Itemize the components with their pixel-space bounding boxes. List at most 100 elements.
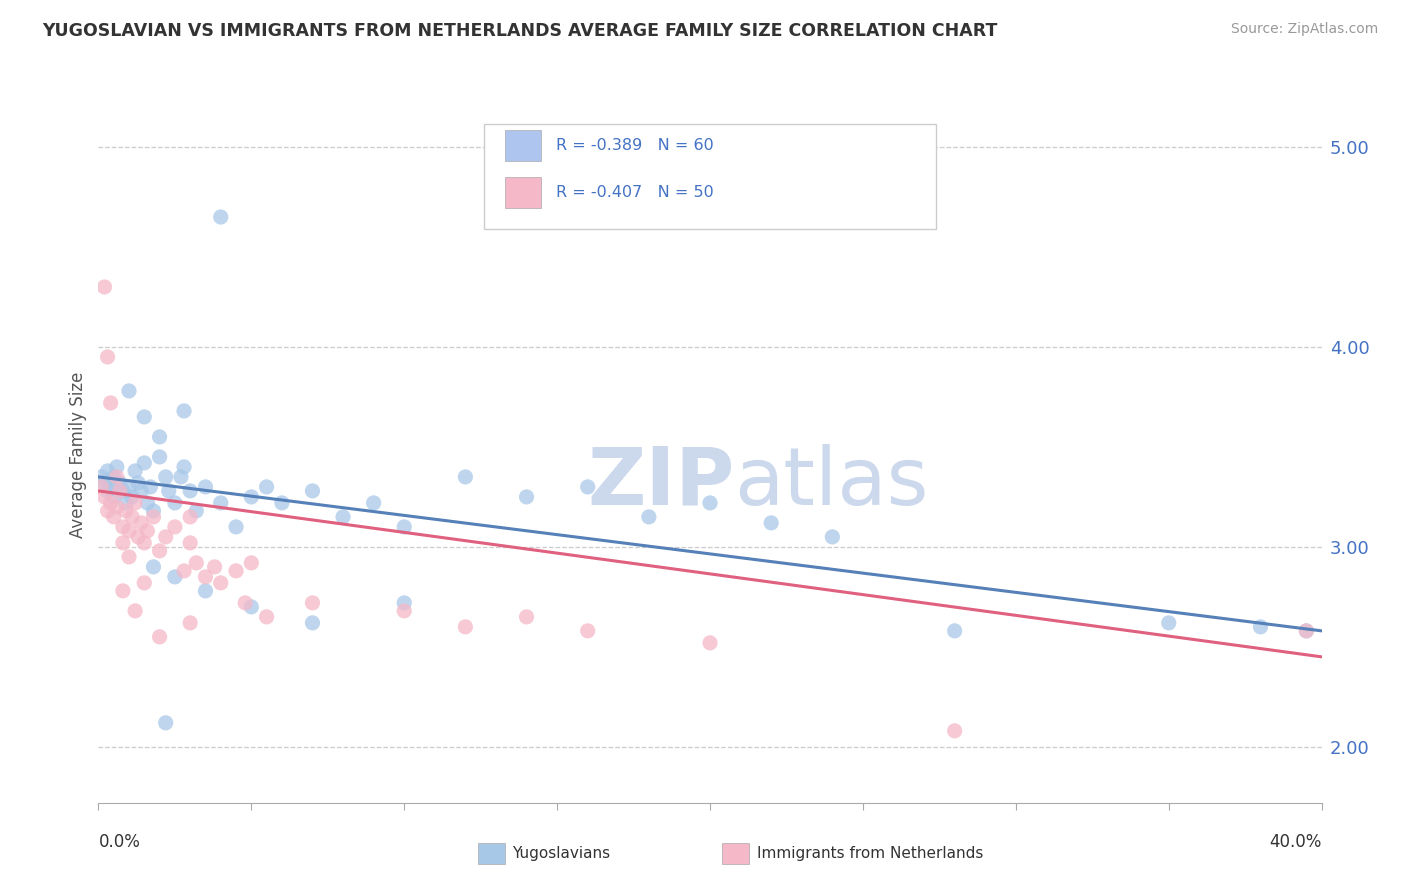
Point [157, 483, 180, 498]
Point [105, 470, 128, 484]
Point [225, 520, 247, 534]
Point [179, 615, 201, 630]
Point [136, 496, 159, 510]
Point [124, 496, 146, 510]
Point [225, 564, 247, 578]
Point [100, 396, 122, 410]
Point [118, 524, 141, 538]
Text: YUGOSLAVIAN VS IMMIGRANTS FROM NETHERLANDS AVERAGE FAMILY SIZE CORRELATION CHART: YUGOSLAVIAN VS IMMIGRANTS FROM NETHERLAN… [42, 22, 997, 40]
Text: 40.0%: 40.0% [1270, 833, 1322, 851]
Text: ZIP: ZIP [588, 443, 734, 522]
Text: R = -0.407   N = 50: R = -0.407 N = 50 [555, 186, 714, 200]
Point [103, 470, 125, 484]
Point [454, 470, 477, 484]
Point [1157, 615, 1180, 630]
Point [576, 624, 599, 638]
Point [186, 504, 208, 518]
Point [136, 524, 159, 538]
Point [121, 490, 143, 504]
Point [100, 480, 122, 494]
Point [240, 599, 263, 614]
Point [209, 575, 232, 590]
Point [108, 475, 131, 490]
Point [163, 496, 186, 510]
Point [97, 350, 120, 364]
Point [1295, 624, 1317, 638]
Point [194, 480, 217, 494]
Point [179, 536, 201, 550]
Text: Source: ZipAtlas.com: Source: ZipAtlas.com [1230, 22, 1378, 37]
Text: Immigrants from Netherlands: Immigrants from Netherlands [756, 847, 983, 861]
Point [103, 509, 125, 524]
Text: Yugoslavians: Yugoslavians [512, 847, 610, 861]
Point [699, 496, 721, 510]
Point [149, 544, 172, 558]
Point [139, 480, 162, 494]
Y-axis label: Average Family Size: Average Family Size [69, 372, 87, 538]
Point [115, 496, 138, 510]
Point [332, 509, 354, 524]
Point [121, 509, 143, 524]
Point [179, 483, 201, 498]
Point [194, 570, 217, 584]
Point [301, 483, 323, 498]
Point [108, 483, 131, 498]
Point [637, 509, 661, 524]
Point [576, 480, 599, 494]
Point [173, 404, 195, 418]
Point [194, 583, 217, 598]
Point [97, 504, 120, 518]
Point [233, 596, 256, 610]
Point [943, 723, 966, 738]
Point [209, 496, 232, 510]
Point [270, 496, 292, 510]
Text: atlas: atlas [734, 443, 929, 522]
Point [127, 475, 149, 490]
Point [163, 570, 186, 584]
Bar [505, 129, 541, 161]
Point [209, 210, 232, 224]
Point [163, 520, 186, 534]
Point [186, 556, 208, 570]
Point [103, 490, 125, 504]
Point [170, 470, 193, 484]
Point [90, 480, 112, 494]
Point [124, 464, 146, 478]
Point [134, 536, 156, 550]
Point [149, 630, 172, 644]
Point [100, 496, 122, 510]
Point [142, 504, 165, 518]
Point [118, 480, 141, 494]
Point [129, 516, 152, 530]
Point [179, 509, 201, 524]
Point [363, 496, 385, 510]
Point [204, 560, 226, 574]
Point [392, 520, 416, 534]
Point [155, 470, 177, 484]
Point [699, 636, 721, 650]
Point [129, 483, 152, 498]
Point [240, 490, 263, 504]
Point [111, 483, 134, 498]
Point [173, 459, 195, 474]
Point [1295, 624, 1317, 638]
Point [149, 450, 172, 464]
Bar [478, 843, 505, 864]
Point [155, 530, 177, 544]
Point [392, 596, 416, 610]
Point [943, 624, 966, 638]
Point [516, 610, 538, 624]
Point [173, 564, 195, 578]
Bar [505, 177, 541, 208]
Point [142, 560, 165, 574]
Point [127, 530, 149, 544]
Point [149, 430, 172, 444]
Point [105, 459, 128, 474]
Bar [723, 843, 749, 864]
Point [821, 530, 844, 544]
Point [516, 490, 538, 504]
Point [93, 475, 115, 490]
Point [118, 549, 141, 564]
Point [111, 583, 134, 598]
Point [1249, 620, 1271, 634]
